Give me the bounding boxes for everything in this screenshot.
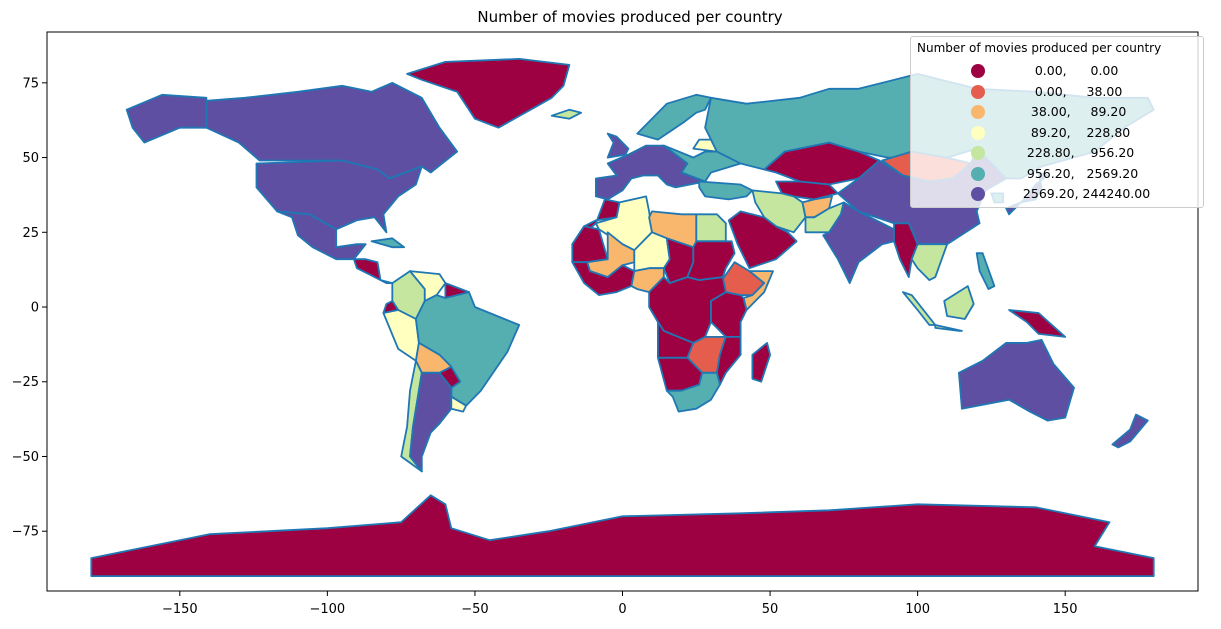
region-central-america [352,258,394,285]
x-tick-label: −150 [162,602,198,617]
legend-entry: 228.80, 956.20 [911,143,1201,163]
region-iceland [550,108,583,120]
legend-label: 0.00, 38.00 [1011,83,1123,99]
legend-label: 0.00, 0.00 [1011,63,1119,78]
region-iran [751,189,807,234]
legend-label: 2569.20, 244240.00 [1011,186,1151,201]
region-south-africa [665,371,721,413]
region-mexico [276,210,367,261]
region-madagascar [751,341,771,383]
region-sumatra [902,291,937,326]
legend-swatch [971,125,985,140]
region-scandinavia [636,93,712,141]
y-tick-label: −25 [12,375,39,390]
region-uk [606,132,630,159]
y-tick-label: 75 [22,76,39,91]
region-alaska [125,93,208,144]
y-tick-label: 0 [31,301,39,316]
x-tick-label: 50 [762,602,779,617]
legend-label: 89.20, 228.80 [1011,124,1131,140]
legend-entry: 0.00, 0.00 [911,61,1201,81]
y-tick-label: −50 [12,450,39,465]
legend: Number of movies produced per country 0.… [910,36,1204,208]
region-uruguay [450,395,468,413]
legend-swatch [971,64,985,78]
region-canada [205,81,459,180]
map-title: Number of movies produced per country [477,8,782,26]
y-tick-label: −75 [12,525,39,540]
region-peru [382,309,420,362]
legend-entry: 38.00, 89.20 [911,102,1201,122]
legend-entry: 89.20, 228.80 [911,123,1201,143]
region-sudan [686,240,736,282]
x-tick-label: 0 [618,602,626,617]
legend-entry: 2569.20, 244240.00 [911,184,1201,204]
region-java [934,324,963,332]
region-australia [958,338,1075,422]
legend-swatch [971,146,985,160]
region-cuba [370,237,406,249]
region-egypt [695,213,727,243]
legend-title: Number of movies produced per country [917,41,1162,55]
region-turkey [698,180,754,201]
y-axis: −75 −50 −25 0 25 50 75 [12,76,47,540]
x-axis: −150 −100 −50 0 50 100 150 [162,591,1078,617]
region-argentina [409,371,453,473]
region-borneo [943,285,975,320]
legend-entry: 956.20, 2569.20 [911,164,1201,184]
x-tick-label: −100 [310,602,346,617]
legend-swatch [971,187,985,201]
region-myanmar [893,222,919,279]
region-philippines [975,252,996,291]
legend-label: 38.00, 89.20 [1011,104,1127,119]
legend-entry: 0.00, 38.00 [911,82,1201,102]
legend-swatch [971,84,985,99]
x-tick-label: 100 [905,602,930,617]
region-antarctica [90,494,1155,577]
country-regions [90,58,1155,577]
region-indochina [910,243,948,282]
y-tick-label: 25 [22,226,39,241]
region-east-africa [710,291,748,338]
legend-label: 228.80, 956.20 [1011,145,1135,160]
region-new-guinea [1008,309,1067,338]
x-tick-label: −50 [461,602,488,617]
legend-swatch [971,166,985,181]
y-tick-label: 50 [22,151,39,166]
x-tick-label: 150 [1053,602,1078,617]
legend-label: 956.20, 2569.20 [1011,165,1139,181]
region-new-zealand [1111,413,1149,449]
region-greenland [406,58,571,129]
region-mozambique [716,335,742,386]
legend-swatch [971,105,985,119]
region-nigeria [630,267,665,294]
region-arabia [727,210,798,270]
